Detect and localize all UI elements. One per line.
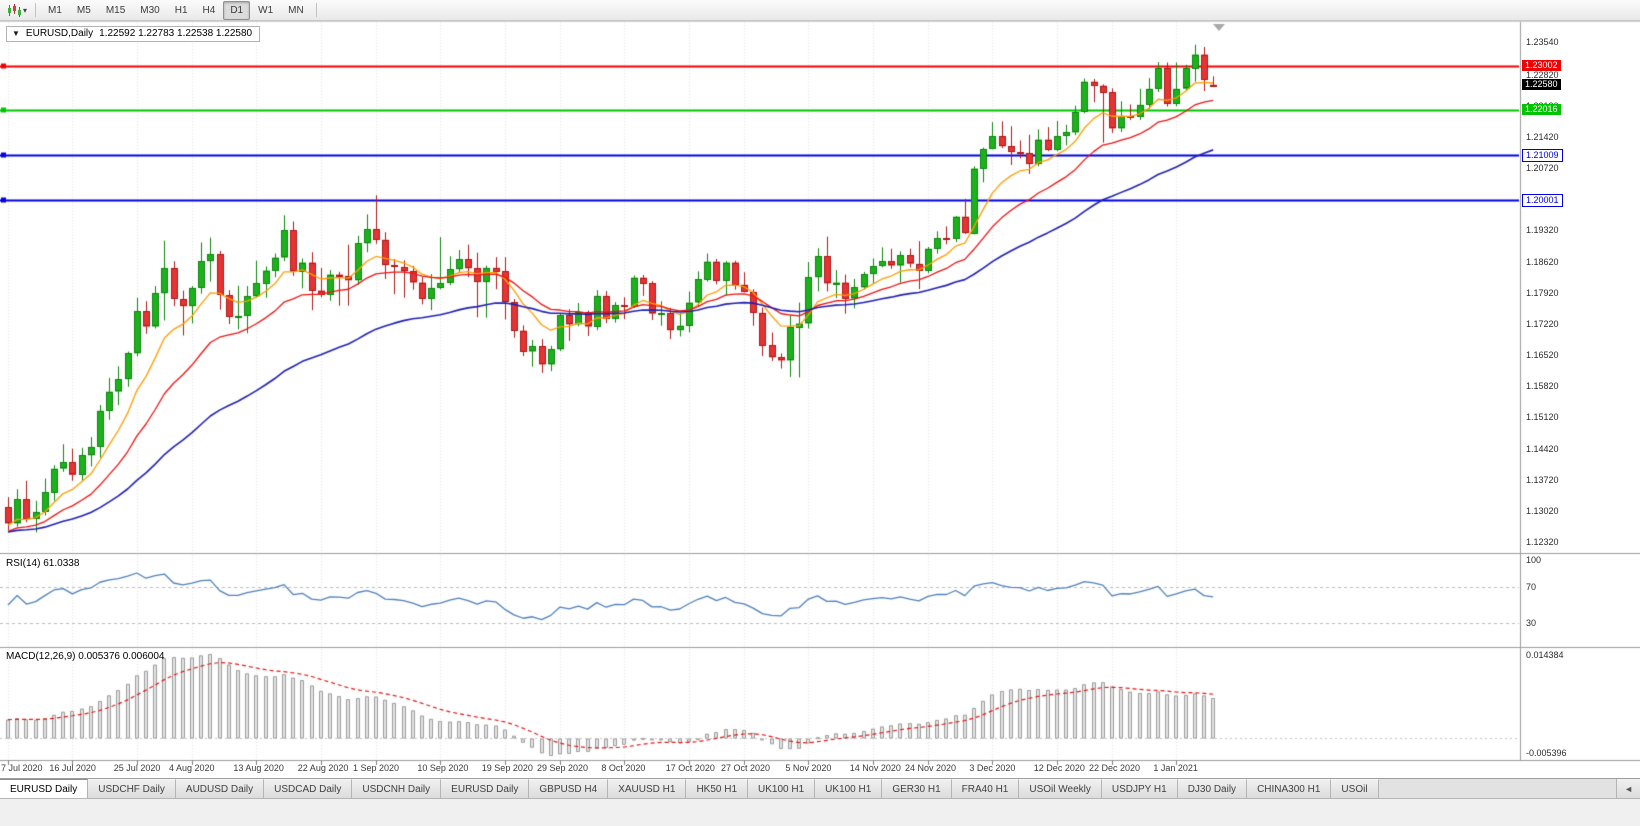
window-tab-eurusd-daily-0[interactable]: EURUSD Daily — [0, 779, 89, 798]
window-tab-eurusd-daily-5[interactable]: EURUSD Daily — [441, 779, 530, 798]
timeframe-button-m5[interactable]: M5 — [76, 4, 91, 16]
window-tab-ger30-h1-11[interactable]: GER30 H1 — [882, 779, 952, 798]
timeframe-button-m30[interactable]: M30 — [140, 4, 160, 16]
window-tab-hk50-h1-8[interactable]: HK50 H1 — [686, 779, 749, 798]
window-tab-gbpusd-h4-6[interactable]: GBPUSD H4 — [529, 779, 609, 798]
chart-type-button[interactable]: ▾ — [4, 3, 30, 18]
chart-symbol-label: EURUSD,Daily — [25, 28, 94, 39]
candlestick-chart-icon — [8, 3, 21, 17]
timeframe-button-h1[interactable]: H1 — [174, 4, 188, 16]
window-tab-usdjpy-h1-14[interactable]: USDJPY H1 — [1101, 779, 1178, 798]
timeframe-button-m1[interactable]: M1 — [48, 4, 62, 16]
dropdown-caret-icon: ▾ — [23, 5, 28, 15]
window-tab-usdchf-daily-1[interactable]: USDCHF Daily — [88, 779, 176, 798]
window-tab-dj30-daily-15[interactable]: DJ30 Daily — [1177, 779, 1248, 798]
timeframe-button-d1[interactable]: D1 — [223, 0, 251, 20]
window-tabbar: EURUSD Daily USDCHF Daily AUDUSD Daily USDC… — [0, 778, 1640, 799]
timeframe-button-m15[interactable]: M15 — [105, 4, 126, 16]
window-tab-fra40-h1-12[interactable]: FRA40 H1 — [951, 779, 1020, 798]
window-tab-uk100-h1-9[interactable]: UK100 H1 — [748, 779, 816, 798]
window-tab-usoil-17[interactable]: USOil — [1331, 779, 1379, 798]
window-tab-xauusd-h1-7[interactable]: XAUUSD H1 — [608, 779, 687, 798]
toolb​ar-separator — [315, 3, 317, 17]
window-tab-china300-h1-16[interactable]: CHINA300 H1 — [1247, 779, 1332, 798]
toolbar-separator — [35, 3, 37, 17]
chart-ohlc-label: 1.22592 1.22783 1.22538 1.22580 — [99, 28, 253, 39]
window-tab-usoil-weekly-13[interactable]: USOil Weekly — [1019, 779, 1102, 798]
status-strip — [0, 800, 1640, 826]
collapse-arrow-icon[interactable]: ▼ — [12, 29, 20, 38]
timeframe-button-h4[interactable]: H4 — [202, 4, 216, 16]
window-tab-uk100-h1-10[interactable]: UK100 H1 — [815, 779, 883, 798]
window-tab-usdcad-daily-3[interactable]: USDCAD Daily — [264, 779, 353, 798]
tab-scroll-button[interactable]: ◄ — [1616, 779, 1640, 798]
window-tab-audusd-daily-2[interactable]: AUDUSD Daily — [175, 779, 265, 798]
timeframe-buttons: M1 M5 M15 M30 H1 H4 D1 W1 MN — [41, 0, 311, 20]
timeframe-button-w1[interactable]: W1 — [258, 4, 274, 16]
window-tab-usdcnh-daily-4[interactable]: USDCNH Daily — [352, 779, 442, 798]
macd-panel-label: MACD(12,26,9) 0.005376 0.006004 — [6, 651, 165, 662]
rsi-panel-label: RSI(14) 61.0338 — [6, 558, 80, 569]
chart-title-box: ▼ EURUSD,Daily 1.22592 1.22783 1.22538 1… — [6, 26, 261, 42]
timeframe-button-mn[interactable]: MN — [288, 4, 304, 16]
timeframe-toolbar: ▾ M1 M5 M15 M30 H1 H4 D1 W1 MN — [0, 0, 1640, 21]
